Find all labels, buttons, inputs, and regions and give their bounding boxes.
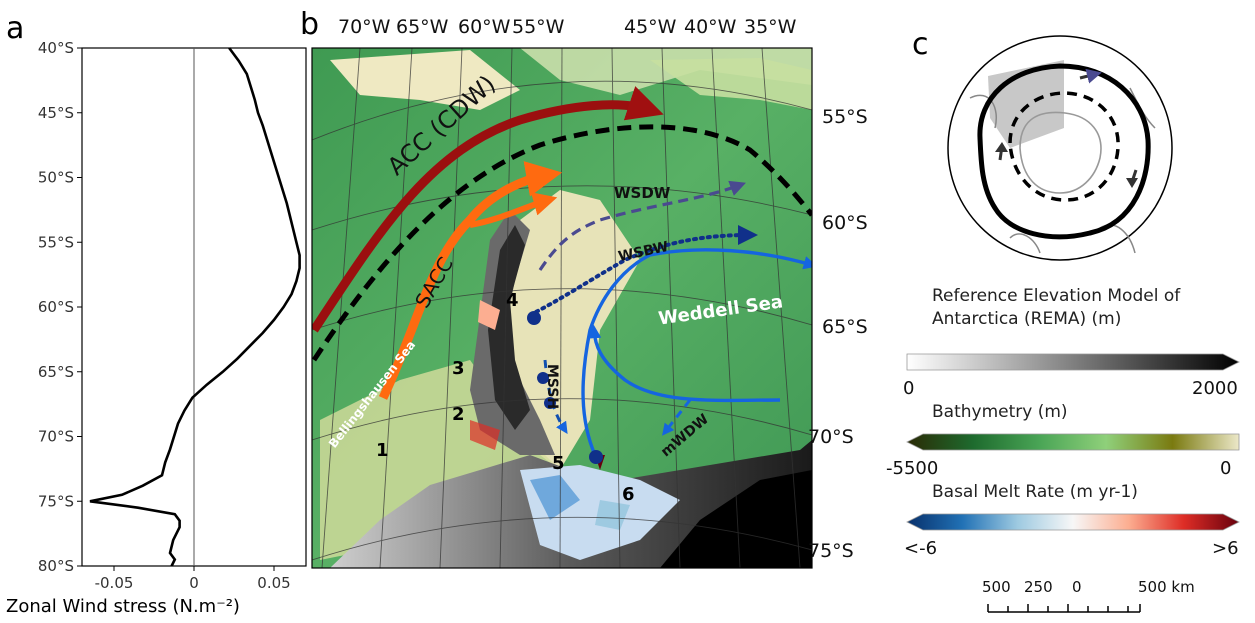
lat-tick-label: 70°S bbox=[38, 428, 74, 446]
lat-tick-label: 50°S bbox=[38, 169, 74, 187]
lon-label: 60°W bbox=[458, 16, 511, 38]
scale-label: 250 bbox=[1024, 578, 1053, 596]
latitude-ticks: 40°S 45°S 50°S 55°S 60°S 65°S 70°S 75°S 80°S bbox=[38, 39, 82, 575]
lon-label: 55°W bbox=[512, 16, 565, 38]
rema-title: Reference Elevation Model of bbox=[932, 286, 1181, 306]
melt-rate-max-label: >6 bbox=[1212, 538, 1239, 559]
rema-title-2: Antarctica (REMA) (m) bbox=[932, 309, 1122, 329]
mssh-label: MSSH bbox=[544, 364, 560, 410]
site-label: 5 bbox=[552, 453, 565, 474]
sacc-current bbox=[378, 161, 563, 400]
wind-stress-line bbox=[89, 47, 301, 567]
panel-a-letter: a bbox=[6, 11, 25, 46]
mwdw-current bbox=[662, 399, 692, 436]
site-label: 1 bbox=[376, 440, 389, 461]
lat-label: 70°S bbox=[808, 426, 854, 448]
lat-label: 75°S bbox=[808, 540, 854, 562]
scale-label: 0 bbox=[1072, 578, 1082, 596]
acc-current bbox=[312, 86, 664, 333]
melt-rate-colorbar bbox=[906, 513, 1240, 531]
bathymetry-colorbar bbox=[906, 433, 1240, 451]
lon-label: 35°W bbox=[744, 16, 797, 38]
inset-globe bbox=[947, 35, 1173, 261]
rema-colorbar bbox=[906, 353, 1240, 371]
lat-label: 60°S bbox=[822, 212, 868, 234]
x-axis-title: Zonal Wind stress (N.m⁻²) bbox=[6, 596, 240, 617]
lat-label: 65°S bbox=[822, 316, 868, 338]
melt-rate-min-label: <-6 bbox=[904, 538, 938, 559]
panel-c-letter: c bbox=[912, 27, 929, 62]
currents bbox=[312, 86, 812, 464]
x-tick-label: 0.05 bbox=[257, 574, 290, 592]
lon-label: 40°W bbox=[684, 16, 737, 38]
panel-b-letter: b bbox=[300, 7, 320, 42]
rema-max-label: 2000 bbox=[1192, 378, 1238, 399]
site-label: 3 bbox=[452, 358, 465, 379]
scale-label: 500 bbox=[982, 578, 1011, 596]
lat-tick-label: 55°S bbox=[38, 233, 74, 251]
scale-label: 500 km bbox=[1138, 578, 1195, 596]
map-frame bbox=[311, 47, 813, 569]
x-ticks: -0.05 0 0.05 bbox=[95, 566, 291, 592]
scale-bar bbox=[987, 604, 1141, 613]
site-label: 6 bbox=[622, 484, 635, 505]
x-tick-label: -0.05 bbox=[95, 574, 134, 592]
lat-tick-label: 80°S bbox=[38, 557, 74, 575]
site-label: 4 bbox=[506, 290, 519, 311]
wsdw-label: WSDW bbox=[614, 184, 671, 202]
lat-tick-label: 75°S bbox=[38, 492, 74, 510]
acc-front bbox=[312, 124, 812, 362]
lon-label: 45°W bbox=[624, 16, 677, 38]
lon-label: 65°W bbox=[396, 16, 449, 38]
x-tick-label: 0 bbox=[189, 574, 199, 592]
wind-stress-chart: 40°S 45°S 50°S 55°S 60°S 65°S 70°S 75°S 80°S -0.… bbox=[38, 39, 307, 592]
lon-label: 70°W bbox=[338, 16, 391, 38]
site-label: 2 bbox=[452, 404, 465, 425]
wsbw-current bbox=[528, 225, 758, 317]
lat-tick-label: 45°S bbox=[38, 104, 74, 122]
bathymetry-title: Bathymetry (m) bbox=[932, 402, 1068, 422]
lat-tick-label: 40°S bbox=[38, 39, 74, 57]
bathymetry-max-label: 0 bbox=[1220, 458, 1232, 479]
lat-label: 55°S bbox=[822, 106, 868, 128]
lat-tick-label: 60°S bbox=[38, 298, 74, 316]
weddell-gyre bbox=[581, 248, 812, 456]
melt-rate-title: Basal Melt Rate (m yr-1) bbox=[932, 482, 1138, 502]
bathymetry-min-label: -5500 bbox=[886, 458, 939, 479]
lat-tick-label: 65°S bbox=[38, 363, 74, 381]
wsdw-current bbox=[538, 180, 746, 271]
rema-min-label: 0 bbox=[903, 378, 915, 399]
